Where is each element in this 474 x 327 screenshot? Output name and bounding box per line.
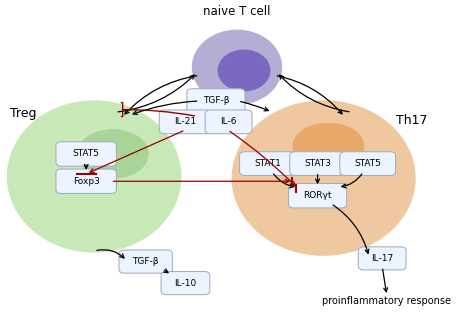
Text: RORγt: RORγt (303, 191, 332, 200)
FancyBboxPatch shape (187, 89, 245, 113)
FancyBboxPatch shape (358, 247, 406, 270)
FancyBboxPatch shape (340, 152, 396, 176)
Text: IL-17: IL-17 (371, 254, 393, 263)
FancyBboxPatch shape (290, 152, 346, 176)
Text: naive T cell: naive T cell (203, 5, 271, 18)
Text: Treg: Treg (10, 107, 36, 120)
FancyBboxPatch shape (56, 142, 117, 166)
FancyBboxPatch shape (239, 152, 295, 176)
Text: IL-10: IL-10 (174, 279, 197, 288)
Ellipse shape (192, 30, 282, 104)
FancyBboxPatch shape (56, 169, 117, 194)
FancyBboxPatch shape (161, 271, 210, 295)
Ellipse shape (218, 50, 270, 91)
FancyBboxPatch shape (119, 250, 173, 273)
FancyBboxPatch shape (289, 183, 346, 208)
Text: TGF-β: TGF-β (132, 257, 159, 266)
Text: Th17: Th17 (396, 114, 428, 127)
Text: Foxp3: Foxp3 (73, 177, 100, 186)
Text: proinflammatory response: proinflammatory response (322, 296, 451, 306)
Text: TGF-β: TGF-β (203, 96, 229, 106)
Text: STAT5: STAT5 (73, 149, 100, 159)
Ellipse shape (8, 101, 181, 252)
Text: STAT1: STAT1 (254, 159, 281, 168)
Text: STAT5: STAT5 (354, 159, 381, 168)
Ellipse shape (232, 101, 415, 255)
FancyBboxPatch shape (205, 110, 252, 134)
Ellipse shape (78, 130, 148, 178)
Ellipse shape (293, 124, 364, 168)
FancyBboxPatch shape (159, 110, 212, 134)
Text: STAT3: STAT3 (304, 159, 331, 168)
Text: IL-21: IL-21 (174, 117, 197, 126)
Text: IL-6: IL-6 (220, 117, 237, 126)
